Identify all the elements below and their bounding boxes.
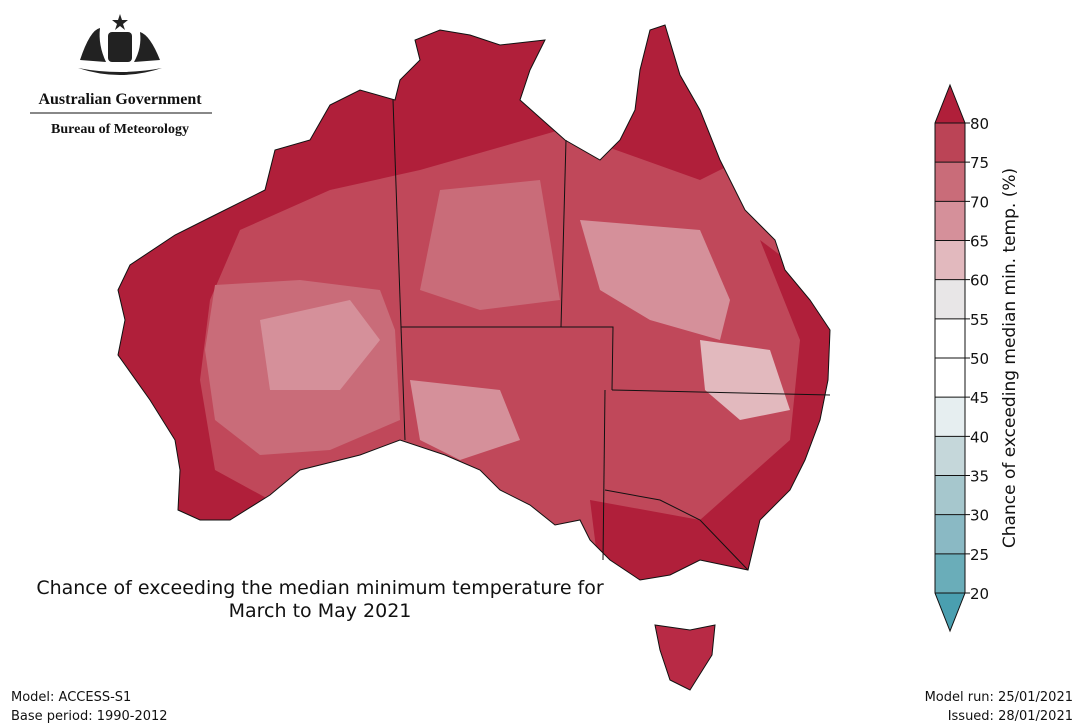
colorbar-segment: [935, 123, 965, 163]
map-title: Chance of exceeding the median minimum t…: [36, 577, 604, 599]
colorbar-tick-label: 45: [970, 389, 989, 407]
map-region-high: [118, 25, 830, 540]
colorbar-segment: [935, 436, 965, 476]
map-region-low: [580, 220, 730, 340]
colorbar-segment: [935, 358, 965, 398]
map-title: March to May 2021: [229, 600, 412, 622]
footer-model: Model: ACCESS-S1: [11, 690, 131, 705]
colorbar-segment: [935, 397, 965, 437]
footer-issued: Issued: 28/01/2021: [948, 709, 1073, 724]
colorbar-tick-label: 60: [970, 272, 989, 290]
colorbar-tick-label: 20: [970, 585, 989, 603]
colorbar-tick-label: 65: [970, 233, 989, 251]
colorbar-segment: [935, 475, 965, 515]
colorbar-tick-label: 50: [970, 350, 989, 368]
footer-base-period: Base period: 1990-2012: [11, 709, 168, 724]
colorbar-tick-label: 30: [970, 507, 989, 525]
colorbar-tick-label: 70: [970, 193, 989, 211]
government-name: Australian Government: [38, 91, 202, 108]
footer-model-run: Model run: 25/01/2021: [925, 690, 1073, 705]
map-region-high: [590, 240, 830, 580]
agency-name: Bureau of Meteorology: [51, 122, 189, 137]
colorbar-tick-label: 40: [970, 428, 989, 446]
coat-of-arms: [78, 14, 162, 75]
colorbar-segment: [935, 514, 965, 554]
colorbar-segment: [935, 318, 965, 358]
colorbar-tick-label: 80: [970, 115, 989, 133]
coastline: [117, 24, 831, 581]
colorbar-under: [935, 593, 965, 631]
state-borders: [392, 99, 831, 571]
logo: Australian Government Bureau of Meteorol…: [30, 14, 212, 137]
colorbar-over: [935, 85, 965, 123]
colorbar-tick-label: 35: [970, 468, 989, 486]
colorbar-tick-label: 55: [970, 311, 989, 329]
map-region-mid: [420, 180, 560, 310]
colorbar-segment: [935, 162, 965, 202]
colorbar-segment: [935, 201, 965, 241]
colorbar: 20 25 30 35 40 45 50 55 60 65 70 75 80: [934, 83, 989, 633]
tasmania: [654, 624, 716, 691]
colorbar-label: Chance of exceeding median min. temp. (%…: [1000, 168, 1020, 548]
colorbar-segment: [935, 240, 965, 280]
colorbar-segment: [935, 279, 965, 319]
colorbar-segment: [935, 553, 965, 593]
colorbar-tick-label: 75: [970, 154, 989, 172]
map-region-low: [260, 300, 380, 390]
map-region-low: [410, 380, 520, 460]
colorbar-tick-label: 25: [970, 546, 989, 564]
map-region-lowest: [700, 340, 790, 420]
